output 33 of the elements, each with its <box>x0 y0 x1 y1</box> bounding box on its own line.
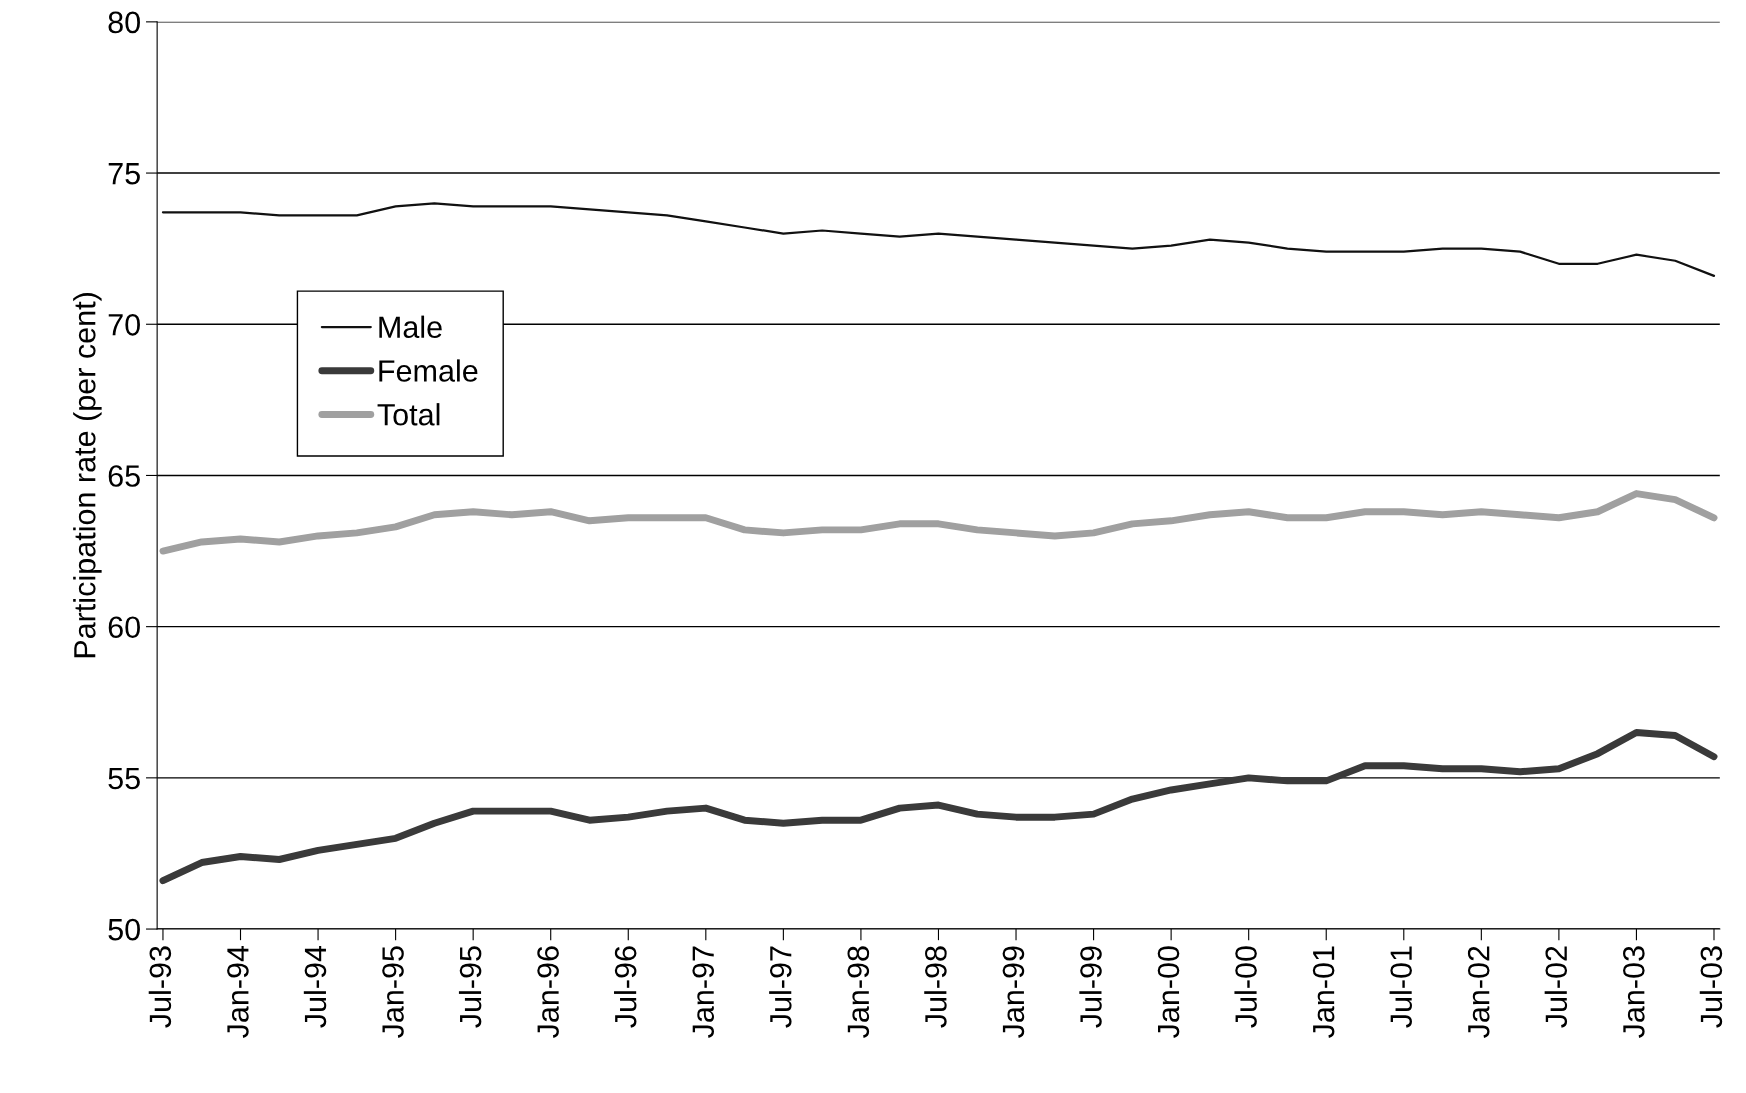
x-tick-label: Jul-98 <box>924 946 947 1028</box>
x-tick-label: Jul-95 <box>458 946 482 1028</box>
legend-label: Total <box>377 403 440 426</box>
y-tick-label: 55 <box>108 767 140 790</box>
x-tick-label: Jan-95 <box>382 946 404 1038</box>
y-tick-label: 65 <box>108 465 140 487</box>
x-tick-label: Jan-01 <box>1312 946 1335 1038</box>
x-tick-label: Jul-97 <box>769 946 792 1028</box>
x-tick-label: Jul-03 <box>1699 946 1723 1028</box>
legend-label: Male <box>379 315 442 339</box>
line-series <box>161 202 1716 277</box>
x-tick-label: Jul-94 <box>303 945 327 1028</box>
x-tick-label: Jul-00 <box>1234 946 1257 1028</box>
x-tick-label: Jan-98 <box>847 946 870 1038</box>
x-tick-label: Jul-99 <box>1079 946 1102 1028</box>
x-tick-label: Jan-03 <box>1623 946 1645 1038</box>
x-tick-label: Jan-02 <box>1467 946 1490 1038</box>
x-tick-label: Jul-02 <box>1544 946 1568 1028</box>
y-tick-label: 75 <box>108 163 140 185</box>
x-tick-label: Jan-94 <box>227 945 249 1038</box>
x-tick-label: Jan-96 <box>537 946 559 1038</box>
y-tick-label: 50 <box>108 918 140 941</box>
x-tick-label: Jul-96 <box>614 946 637 1028</box>
x-tick-label: Jan-00 <box>1157 946 1180 1038</box>
x-tick-label: Jan-99 <box>1002 946 1025 1038</box>
y-tick-label: 80 <box>108 11 140 34</box>
legend-label: Female <box>379 359 478 382</box>
y-axis-title: Participation rate (per cent) <box>73 293 102 658</box>
x-tick-label: Jul-01 <box>1389 946 1412 1028</box>
y-tick-label: 70 <box>108 313 140 336</box>
x-tick-label: Jul-93 <box>148 946 172 1028</box>
y-tick-label: 60 <box>108 616 140 639</box>
x-tick-label: Jan-97 <box>692 946 715 1038</box>
